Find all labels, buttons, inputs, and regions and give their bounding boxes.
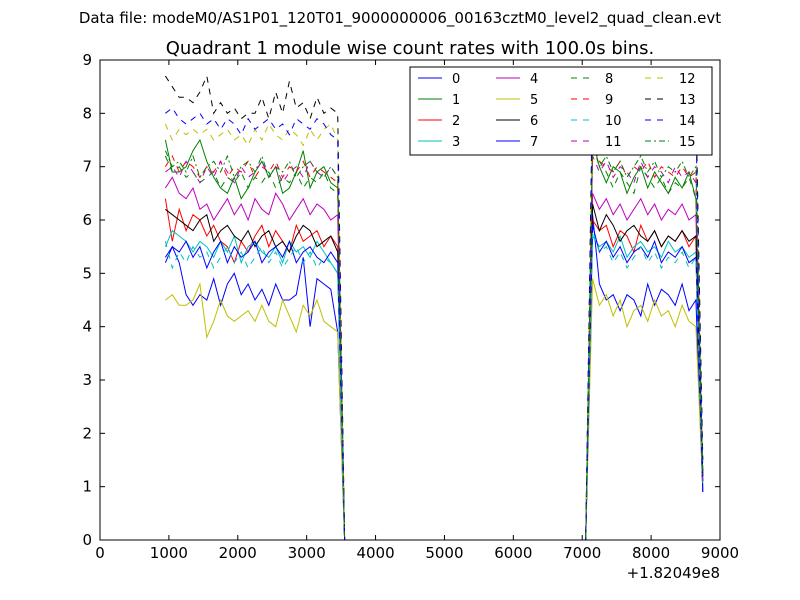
legend-label-5: 5 bbox=[530, 93, 538, 108]
series-line-6 bbox=[165, 203, 704, 541]
x-tick-label: 8000 bbox=[632, 544, 670, 562]
x-tick-label: 2000 bbox=[219, 544, 257, 562]
chart-title: Quadrant 1 module wise count rates with … bbox=[166, 38, 655, 59]
legend-label-0: 0 bbox=[452, 72, 460, 87]
series-line-8 bbox=[164, 139, 704, 541]
legend-label-8: 8 bbox=[605, 72, 613, 87]
series-line-12 bbox=[164, 91, 704, 541]
x-tick-label: 0 bbox=[95, 544, 105, 562]
legend-label-10: 10 bbox=[605, 114, 622, 129]
series-line-15 bbox=[164, 145, 704, 541]
series-line-5 bbox=[165, 278, 704, 541]
legend-label-4: 4 bbox=[530, 72, 538, 87]
data-file-title: Data file: modeM0/AS1P01_120T01_90000000… bbox=[78, 9, 722, 27]
legend-label-13: 13 bbox=[679, 93, 696, 108]
series-line-10 bbox=[164, 230, 704, 541]
x-axis-offset-label: +1.82049e8 bbox=[627, 564, 720, 582]
legend-label-14: 14 bbox=[679, 114, 696, 129]
y-tick-label: 4 bbox=[82, 318, 92, 336]
y-tick-label: 1 bbox=[82, 478, 92, 496]
legend-label-1: 1 bbox=[452, 93, 460, 108]
legend-label-6: 6 bbox=[530, 114, 538, 129]
series-line-11 bbox=[165, 155, 704, 541]
series-line-3 bbox=[164, 229, 704, 541]
x-tick-label: 7000 bbox=[563, 544, 601, 562]
legend-label-11: 11 bbox=[605, 135, 622, 150]
y-tick-label: 5 bbox=[82, 264, 92, 282]
y-tick-label: 6 bbox=[82, 211, 92, 229]
series-line-7 bbox=[164, 225, 704, 541]
series-line-1 bbox=[164, 138, 704, 541]
x-tick-label: 5000 bbox=[425, 544, 463, 562]
x-tick-label: 3000 bbox=[288, 544, 326, 562]
y-tick-label: 9 bbox=[82, 51, 92, 69]
series-line-9 bbox=[164, 145, 704, 541]
y-tick-label: 8 bbox=[82, 104, 92, 122]
y-tick-label: 2 bbox=[82, 424, 92, 442]
legend-label-15: 15 bbox=[679, 135, 696, 150]
legend-label-7: 7 bbox=[530, 135, 538, 150]
x-tick-label: 4000 bbox=[356, 544, 394, 562]
legend-label-3: 3 bbox=[452, 135, 460, 150]
legend-label-12: 12 bbox=[679, 72, 696, 87]
x-tick-label: 1000 bbox=[150, 544, 188, 562]
x-tick-label: 9000 bbox=[701, 544, 739, 562]
series-line-2 bbox=[164, 198, 704, 541]
legend-box bbox=[409, 66, 713, 156]
legend-label-2: 2 bbox=[452, 114, 460, 129]
axes-frame bbox=[99, 59, 721, 541]
y-tick-label: 7 bbox=[82, 158, 92, 176]
y-tick-label: 3 bbox=[82, 371, 92, 389]
x-tick-label: 6000 bbox=[494, 544, 532, 562]
y-tick-label: 0 bbox=[82, 531, 92, 549]
legend-label-9: 9 bbox=[605, 93, 613, 108]
axes: 0 1000 2000 3000 4000 5000 6000 7000 8000 9000012… bbox=[82, 51, 739, 562]
